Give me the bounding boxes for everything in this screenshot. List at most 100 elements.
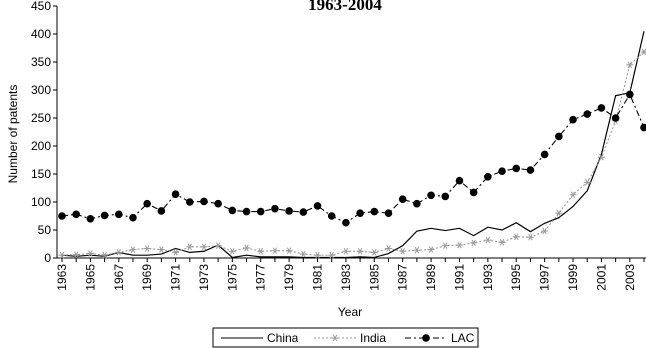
point	[555, 209, 563, 217]
point	[597, 153, 605, 161]
x-tick-label: 2003	[623, 264, 637, 291]
y-tick-label: 100	[31, 195, 51, 209]
point	[611, 114, 620, 122]
point	[271, 204, 279, 213]
point	[626, 61, 634, 69]
point	[441, 192, 450, 201]
point	[399, 247, 407, 255]
x-tick-label: 1981	[311, 264, 325, 291]
point	[583, 179, 591, 186]
x-tick-label: 1991	[452, 264, 466, 291]
y-tick-label: 400	[31, 27, 51, 41]
point	[597, 104, 606, 112]
y-tick-label: 300	[31, 83, 51, 97]
point	[143, 245, 151, 252]
x-tick-label: 1969	[140, 264, 154, 291]
point	[512, 233, 520, 241]
point	[243, 244, 251, 252]
x-tick-label: 1967	[112, 264, 126, 291]
point	[484, 173, 492, 181]
x-tick-label: 1979	[282, 264, 296, 291]
point	[129, 246, 137, 253]
point	[172, 249, 180, 256]
point	[342, 247, 350, 255]
point	[171, 190, 180, 198]
x-axis-label: Year	[338, 305, 362, 319]
point	[186, 243, 194, 251]
point	[413, 199, 421, 208]
y-tick-label: 50	[38, 223, 52, 237]
point	[413, 246, 421, 254]
point	[541, 227, 549, 235]
point	[143, 199, 151, 208]
x-tick-label: 1989	[424, 264, 438, 291]
point	[157, 207, 166, 215]
point	[157, 246, 165, 253]
point	[58, 212, 66, 220]
x-tick-label: 2001	[594, 264, 608, 291]
point	[512, 164, 521, 173]
y-tick-label: 0	[44, 251, 51, 265]
x-tick-label: 1985	[367, 264, 381, 291]
y-tick-label: 450	[31, 0, 51, 13]
x-tick-label: 1995	[509, 264, 523, 291]
point	[370, 207, 379, 216]
point	[331, 334, 339, 342]
y-tick-label: 150	[31, 167, 51, 181]
point	[398, 195, 407, 203]
point	[569, 115, 577, 124]
point	[469, 188, 478, 197]
x-tick-label: 1965	[83, 264, 97, 291]
point	[640, 123, 646, 132]
chart-title: 1963-2004	[308, 0, 382, 14]
point	[498, 167, 506, 175]
point	[370, 249, 378, 256]
point	[498, 239, 506, 246]
point	[242, 207, 251, 216]
x-tick-label: 1999	[566, 264, 580, 291]
point	[422, 334, 430, 342]
point	[441, 242, 449, 249]
point	[299, 208, 308, 216]
point	[356, 247, 364, 255]
point	[72, 210, 80, 219]
point	[114, 210, 123, 219]
x-tick-label: 1973	[197, 264, 211, 291]
x-tick-label: 1963	[55, 264, 69, 291]
point	[86, 215, 95, 223]
point	[101, 251, 109, 259]
point	[299, 250, 307, 258]
point	[58, 251, 66, 259]
point	[115, 249, 123, 256]
point	[86, 250, 94, 257]
legend-label: India	[360, 331, 386, 345]
point	[214, 199, 222, 208]
point	[200, 243, 208, 251]
point	[640, 48, 646, 56]
x-tick-label: 1977	[254, 264, 268, 291]
x-tick-label: 1997	[538, 264, 552, 291]
point	[214, 242, 222, 249]
y-tick-label: 250	[31, 111, 51, 125]
point	[427, 246, 435, 253]
point	[356, 209, 364, 217]
y-tick-label: 200	[31, 139, 51, 153]
point	[256, 207, 265, 216]
line	[61, 51, 645, 256]
point	[342, 218, 350, 227]
point	[455, 241, 463, 249]
line	[61, 31, 645, 259]
point	[328, 251, 336, 259]
point	[526, 166, 535, 174]
point	[555, 132, 563, 141]
point	[484, 236, 492, 244]
point	[129, 213, 137, 222]
point	[228, 206, 237, 215]
point	[427, 191, 435, 200]
point	[384, 245, 392, 252]
x-tick-label: 1983	[339, 264, 353, 291]
point	[200, 197, 208, 206]
x-tick-label: 1993	[481, 264, 495, 291]
x-tick-label: 1987	[396, 264, 410, 291]
point	[583, 110, 592, 118]
